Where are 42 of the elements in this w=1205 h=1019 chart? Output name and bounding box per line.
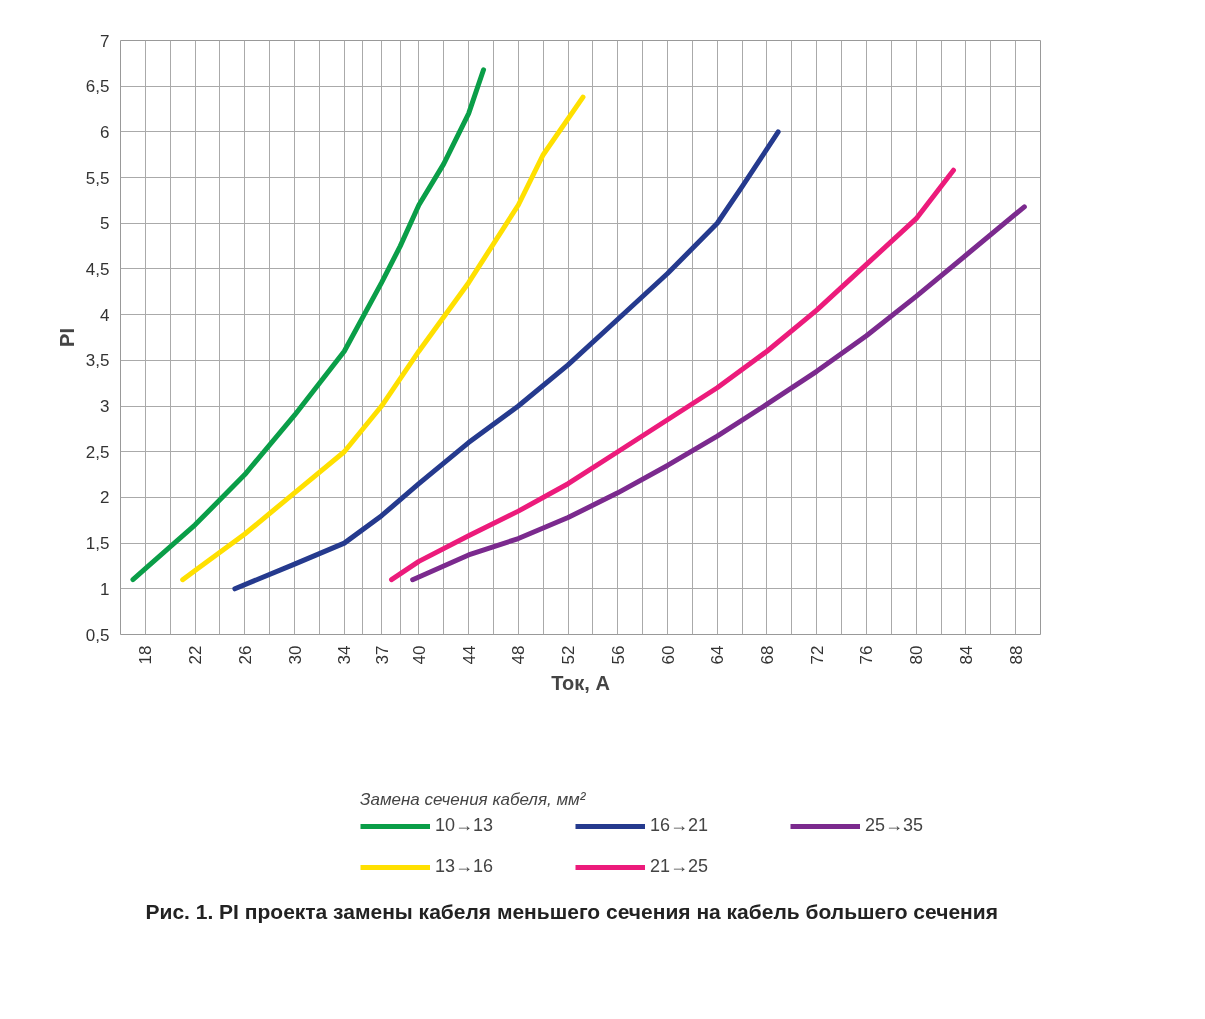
y-tick-label: 5: [100, 214, 110, 234]
x-tick-label: 88: [1006, 645, 1026, 665]
x-tick-label: 52: [559, 645, 579, 665]
y-tick-label: 6,5: [85, 77, 110, 97]
x-tick-label: 48: [509, 645, 529, 665]
y-tick-label: 3: [100, 397, 110, 417]
y-tick-label: 2,5: [85, 442, 110, 462]
y-tick-label: 4,5: [85, 259, 110, 279]
x-tick-label: 56: [608, 645, 628, 665]
legend-label: 10→13: [435, 815, 495, 836]
y-tick-label: 2: [100, 488, 110, 508]
x-tick-label: 64: [708, 645, 728, 665]
y-tick-label: 4: [100, 305, 110, 325]
x-tick-label: 84: [956, 645, 976, 665]
legend-label: 13→16: [435, 856, 495, 877]
text: Рис. 1. PI проекта замены кабеля меньшего сечения на кабель большего сечения: [145, 899, 998, 923]
x-tick-label: 80: [907, 645, 927, 665]
legend-label: 16→21: [650, 815, 710, 836]
y-tick-label: 1,5: [85, 534, 110, 554]
x-tick-label: 34: [335, 645, 355, 665]
x-tick-label: 26: [235, 645, 255, 665]
x-tick-label: 60: [658, 645, 678, 665]
y-tick-label: 0,5: [85, 625, 110, 645]
x-axis-title: Ток, А: [551, 672, 610, 695]
x-tick-label: 37: [372, 645, 392, 665]
legend-label: 21→25: [650, 856, 710, 877]
x-tick-label: 68: [757, 645, 777, 665]
x-tick-label: 72: [807, 645, 827, 665]
y-tick-label: 1: [100, 579, 110, 599]
legend-title: Замена сечения кабеля, мм²: [360, 790, 587, 810]
y-tick-label: 6: [100, 122, 110, 142]
y-tick-label: 3,5: [85, 351, 110, 371]
x-tick-label: 22: [186, 645, 206, 665]
y-tick-label: 7: [100, 31, 110, 51]
x-tick-label: 76: [857, 645, 877, 665]
x-tick-label: 18: [136, 645, 156, 665]
x-tick-label: 40: [409, 645, 429, 665]
y-tick-label: 5,5: [85, 168, 110, 188]
x-tick-label: 44: [459, 645, 479, 665]
legend-label: 25→35: [865, 815, 925, 836]
y-axis-title: PI: [55, 328, 78, 347]
x-tick-label: 30: [285, 645, 305, 665]
